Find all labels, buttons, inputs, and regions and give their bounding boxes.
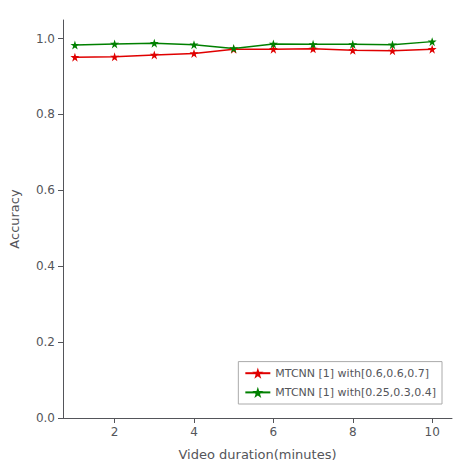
- svg-text:6: 6: [270, 425, 278, 439]
- svg-text:MTCNN [1] with[0.6,0.6,0.7]: MTCNN [1] with[0.6,0.6,0.7]: [275, 367, 429, 380]
- svg-text:8: 8: [349, 425, 357, 439]
- svg-text:Video duration(minutes): Video duration(minutes): [178, 447, 336, 462]
- svg-text:0.2: 0.2: [36, 335, 55, 349]
- svg-text:0.0: 0.0: [36, 411, 55, 425]
- svg-text:4: 4: [190, 425, 198, 439]
- svg-text:0.6: 0.6: [36, 183, 55, 197]
- svg-text:10: 10: [425, 425, 440, 439]
- svg-text:MTCNN [1] with[0.25,0.3,0.4]: MTCNN [1] with[0.25,0.3,0.4]: [275, 386, 436, 399]
- svg-text:1.0: 1.0: [36, 32, 55, 46]
- svg-text:0.4: 0.4: [36, 259, 55, 273]
- svg-text:Accuracy: Accuracy: [7, 189, 22, 249]
- svg-text:0.8: 0.8: [36, 107, 55, 121]
- svg-text:2: 2: [111, 425, 119, 439]
